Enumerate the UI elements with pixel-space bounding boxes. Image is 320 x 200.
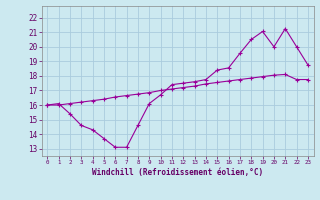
X-axis label: Windchill (Refroidissement éolien,°C): Windchill (Refroidissement éolien,°C) bbox=[92, 168, 263, 177]
